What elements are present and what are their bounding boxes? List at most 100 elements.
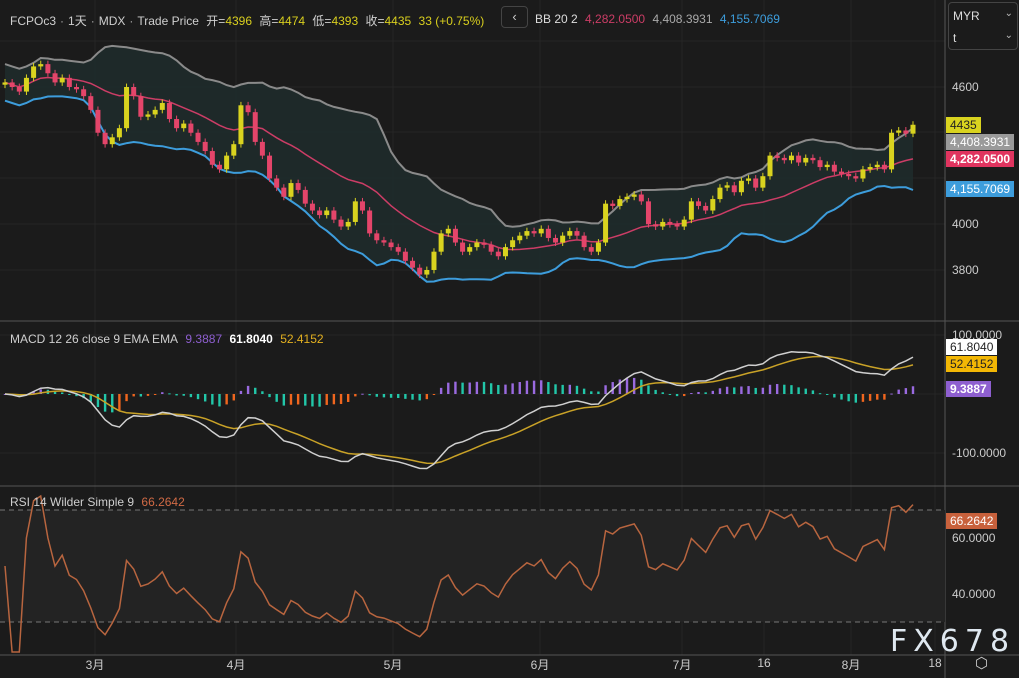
candle bbox=[202, 141, 208, 152]
macd-histogram-bar bbox=[797, 387, 800, 394]
candle bbox=[710, 199, 716, 211]
macd-histogram-bar bbox=[582, 388, 586, 394]
high-label: 高= bbox=[259, 14, 279, 28]
macd-histogram-bar bbox=[354, 394, 357, 397]
macd-histogram-bar bbox=[568, 384, 572, 394]
bb-fill bbox=[5, 45, 913, 282]
macd-histogram-bar bbox=[75, 394, 78, 397]
candle bbox=[610, 203, 616, 206]
candle bbox=[696, 201, 702, 206]
macd-line bbox=[4, 351, 914, 470]
bb-mid-badge: 4,282.0500 bbox=[946, 151, 1015, 167]
macd-histogram-bar bbox=[404, 394, 407, 399]
bb-mid-value: 4,282.0500 bbox=[585, 12, 646, 26]
macd-histogram-bar bbox=[890, 393, 893, 395]
candle bbox=[252, 112, 258, 142]
macd-histogram-bar bbox=[454, 381, 457, 394]
macd-histogram-bar bbox=[68, 394, 71, 395]
exchange: MDX bbox=[98, 14, 126, 28]
collapse-legend-button[interactable]: ‹ bbox=[501, 6, 528, 28]
candle bbox=[796, 155, 802, 163]
candle bbox=[881, 164, 887, 170]
time-tick: 5月 bbox=[383, 658, 403, 672]
candle bbox=[653, 224, 659, 227]
macd-histogram-bar bbox=[561, 384, 564, 394]
macd-histogram-bar bbox=[482, 381, 486, 394]
macd-histogram-bar bbox=[540, 380, 543, 394]
candle bbox=[159, 103, 165, 110]
macd-histogram-bar bbox=[718, 388, 722, 394]
currency-select[interactable]: MYR ⌄ bbox=[949, 5, 1017, 27]
candle bbox=[474, 242, 480, 248]
open-label: 开= bbox=[206, 14, 226, 28]
macd-histogram-bar bbox=[840, 394, 843, 400]
candle bbox=[102, 132, 108, 145]
macd-histogram-bar bbox=[89, 394, 92, 402]
candle bbox=[23, 77, 29, 92]
candle bbox=[588, 247, 594, 252]
time-tick: 16 bbox=[757, 656, 771, 670]
macd-histogram-bar bbox=[575, 385, 579, 394]
macd-histogram-bar bbox=[125, 394, 128, 402]
macd-histogram-bar bbox=[740, 386, 743, 394]
macd-histogram-bar bbox=[211, 394, 214, 405]
candle bbox=[281, 187, 287, 197]
candle bbox=[45, 64, 51, 74]
candle bbox=[517, 235, 523, 241]
candle bbox=[374, 233, 380, 241]
price-tick: 4000 bbox=[952, 217, 979, 231]
candle bbox=[302, 189, 308, 204]
candle bbox=[874, 164, 880, 168]
macd-histogram-bar bbox=[397, 394, 400, 398]
chevron-left-icon: ‹ bbox=[512, 9, 517, 24]
candle bbox=[824, 164, 830, 168]
macd-histogram-bar bbox=[318, 394, 321, 407]
macd-histogram-bar bbox=[818, 393, 822, 395]
macd-histogram-bar bbox=[32, 391, 35, 394]
hist-badge: 9.3887 bbox=[946, 381, 991, 397]
macd-histogram-bar bbox=[489, 383, 493, 394]
macd-histogram-bar bbox=[611, 382, 614, 394]
time-tick: 4月 bbox=[226, 658, 246, 672]
macd-histogram-bar bbox=[761, 387, 765, 394]
macd-histogram-bar bbox=[304, 394, 307, 406]
candle bbox=[152, 109, 158, 115]
candle bbox=[424, 269, 430, 275]
macd-histogram-bar bbox=[53, 391, 57, 394]
macd-histogram-bar bbox=[861, 394, 865, 402]
candle bbox=[788, 155, 794, 161]
macd-histogram-bar bbox=[168, 393, 171, 395]
candle bbox=[109, 137, 115, 145]
low-value: 4393 bbox=[331, 14, 359, 28]
candle bbox=[417, 267, 423, 275]
candle bbox=[688, 201, 694, 220]
unit-select[interactable]: t ⌄ bbox=[949, 27, 1017, 49]
candle bbox=[674, 224, 680, 227]
candle bbox=[603, 203, 609, 243]
candle bbox=[781, 157, 787, 161]
macd-histogram-bar bbox=[497, 384, 500, 394]
macd-histogram-bar bbox=[511, 383, 514, 394]
macd-tick: 100.0000 bbox=[952, 328, 1003, 342]
macd-hist-value: 9.3887 bbox=[185, 332, 223, 346]
macd-histogram-bar bbox=[525, 380, 529, 394]
candle bbox=[903, 130, 909, 134]
candle bbox=[331, 210, 337, 220]
candle bbox=[145, 114, 151, 117]
candle bbox=[88, 96, 94, 110]
interval: 1天 bbox=[68, 14, 87, 28]
settings-icon[interactable]: ⬡ bbox=[975, 655, 989, 672]
macd-tick: -100.0000 bbox=[952, 446, 1007, 460]
macd-histogram-bar bbox=[475, 381, 479, 394]
time-tick: 3月 bbox=[85, 658, 105, 672]
candle bbox=[831, 164, 837, 172]
candle bbox=[467, 247, 473, 252]
macd-histogram-bar bbox=[590, 391, 593, 394]
macd-histogram-bar bbox=[697, 392, 700, 394]
macd-histogram-bar bbox=[754, 387, 757, 394]
macd-histogram-bar bbox=[332, 394, 336, 405]
candle bbox=[367, 210, 373, 234]
macd-histogram-bar bbox=[225, 394, 228, 405]
macd-histogram-bar bbox=[826, 394, 829, 395]
